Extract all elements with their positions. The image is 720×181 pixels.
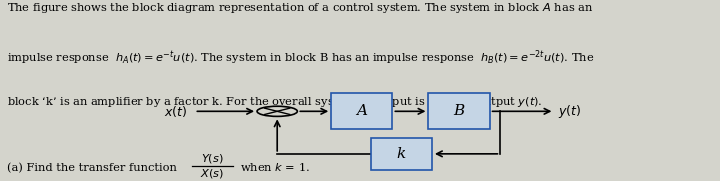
Text: A: A <box>356 104 367 118</box>
Bar <box>331 93 392 129</box>
Text: k: k <box>397 147 406 161</box>
Text: (a) Find the transfer function: (a) Find the transfer function <box>7 163 177 173</box>
Text: when $k$ = 1.: when $k$ = 1. <box>240 161 310 172</box>
Text: B: B <box>454 104 464 118</box>
Text: $y(t)$: $y(t)$ <box>558 103 581 120</box>
Text: impulse response  $h_A(t)=e^{-t}u(t)$. The system in block B has an impulse resp: impulse response $h_A(t)=e^{-t}u(t)$. Th… <box>7 48 595 67</box>
Text: The figure shows the block diagram representation of a control system. The syste: The figure shows the block diagram repre… <box>7 1 593 15</box>
Text: $Y(s)$: $Y(s)$ <box>201 152 224 165</box>
Text: $X(s)$: $X(s)$ <box>200 167 225 180</box>
Bar <box>428 93 490 129</box>
Text: block ‘k’ is an amplifier by a factor k. For the overall system the input is $x(: block ‘k’ is an amplifier by a factor k.… <box>7 95 543 109</box>
Text: $x(t)$: $x(t)$ <box>164 104 187 119</box>
Bar <box>371 138 432 170</box>
